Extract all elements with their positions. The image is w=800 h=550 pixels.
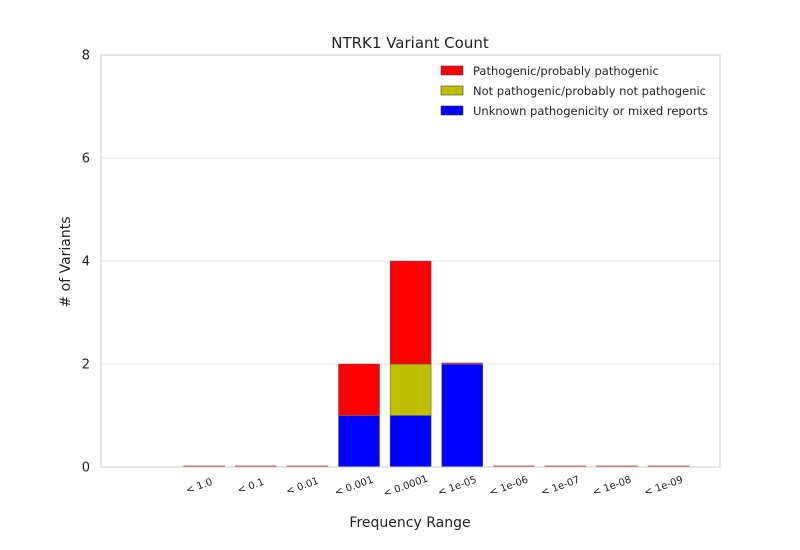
y-tick-label: 8 [82,49,90,64]
y-tick-label: 2 [82,358,90,373]
x-tick-labels: < 1.0 < 0.1 < 0.01 < 0.001 < 0.0001 < 1e-05 < … [185,474,685,500]
plot-area-frame [100,54,721,468]
y-axis-label: # of Variants [58,216,74,307]
x-tick-label: < 1e-09 [643,475,685,499]
x-tick-label: < 1e-08 [591,475,633,499]
x-tick-label: < 1e-05 [436,475,478,499]
legend: Pathogenic/probably pathogenic Not pathog… [440,64,708,118]
chart-title: NTRK1 Variant Count [331,34,489,52]
legend-label: Unknown pathogenicity or mixed reports [473,104,708,118]
x-tick-label: < 1e-07 [540,475,582,499]
bar-segment [441,362,484,365]
bar-segment [338,363,380,416]
y-tick-labels: 0 2 4 6 8 [82,49,90,476]
bar-segment [389,260,432,365]
x-tick-label: < 0.001 [333,475,375,499]
legend-swatch [440,105,464,116]
bar-segment [389,415,432,468]
legend-label: Pathogenic/probably pathogenic [473,64,659,78]
bar-segment [441,363,483,468]
x-tick-label: < 0.1 [236,477,266,497]
x-axis-label: Frequency Range [349,515,470,531]
y-tick-label: 4 [82,255,90,270]
x-tick-label: < 1e-06 [488,475,530,499]
x-tick-label: < 0.01 [285,476,321,498]
bars [183,260,690,468]
x-tick-label: < 1.0 [185,477,215,497]
y-tick-label: 6 [82,152,90,167]
y-tick-label: 0 [82,461,90,476]
bar-segment [389,363,432,416]
legend-swatch [440,65,464,76]
legend-swatch [440,85,464,96]
bar-segment [338,415,380,468]
legend-label: Not pathogenic/probably not pathogenic [473,84,706,98]
x-tick-label: < 0.0001 [382,474,430,500]
